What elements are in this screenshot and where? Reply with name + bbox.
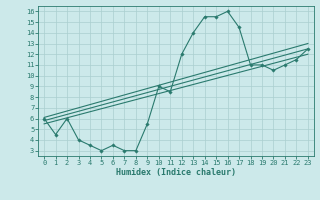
X-axis label: Humidex (Indice chaleur): Humidex (Indice chaleur) bbox=[116, 168, 236, 177]
